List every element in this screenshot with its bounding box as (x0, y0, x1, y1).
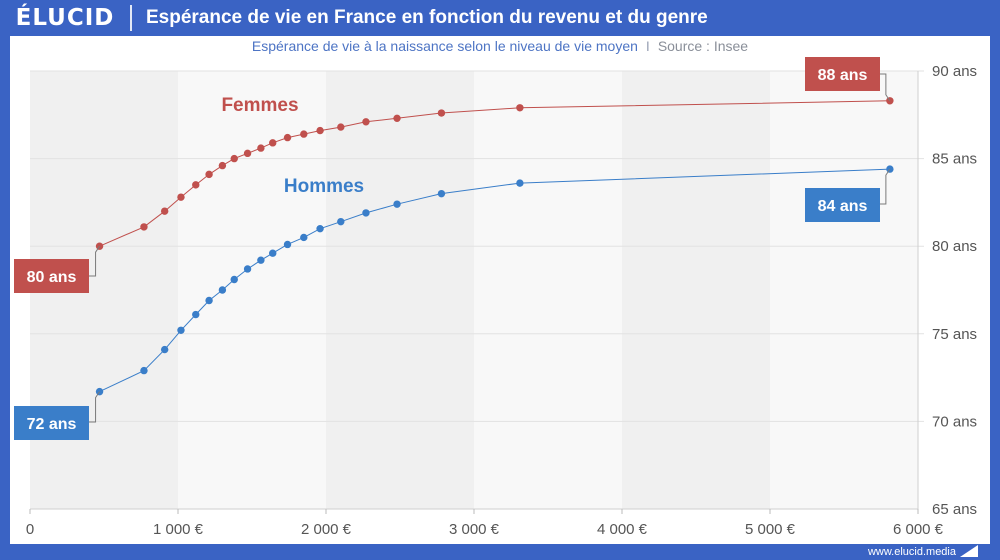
data-point-femmes (393, 114, 401, 123)
data-point-hommes (177, 326, 185, 334)
y-tick-label: 90 ans (932, 63, 977, 80)
data-point-hommes (95, 387, 104, 396)
data-point-hommes (362, 209, 370, 217)
hommes-start-label-connector (89, 391, 100, 423)
x-tick-label: 5 000 € (745, 521, 796, 538)
subtitle-text: Espérance de vie à la naissance selon le… (251, 38, 638, 54)
data-point-hommes (140, 366, 148, 375)
data-point-femmes (140, 223, 148, 231)
y-tick-label: 70 ans (932, 413, 977, 430)
data-point-hommes (437, 189, 446, 198)
plot-band (622, 71, 770, 509)
y-tick-label: 75 ans (932, 326, 977, 343)
data-point-femmes (300, 130, 308, 138)
data-point-femmes (337, 123, 345, 131)
femmes-end-label-text: 88 ans (818, 67, 868, 84)
data-point-hommes (269, 249, 277, 257)
hommes-end-label-connector (880, 168, 891, 205)
hommes-end-label-box (805, 188, 880, 222)
x-tick-label: 6 000 € (893, 521, 944, 538)
footer-url: www.elucid.media (867, 546, 956, 558)
x-tick-label: 1 000 € (153, 521, 204, 538)
logo-divider (130, 5, 132, 31)
y-tick-label: 65 ans (932, 501, 977, 518)
series-label-femmes: Femmes (221, 95, 298, 116)
data-point-hommes (160, 345, 169, 354)
hommes-end-label-text: 84 ans (818, 198, 868, 215)
data-point-femmes (177, 193, 185, 201)
data-point-femmes (516, 104, 524, 112)
hommes-start-label-box (14, 406, 89, 440)
data-point-femmes (283, 133, 292, 142)
data-point-femmes (218, 161, 227, 170)
data-point-femmes (437, 109, 446, 117)
data-point-hommes (393, 200, 401, 208)
hommes-start-label-text: 72 ans (27, 416, 77, 433)
data-point-hommes (516, 179, 524, 187)
data-point-hommes (257, 256, 265, 264)
plot-band (474, 71, 622, 509)
data-point-hommes (192, 310, 200, 319)
data-point-femmes (257, 144, 265, 152)
data-point-femmes (362, 118, 370, 126)
data-point-femmes (192, 181, 200, 189)
femmes-start-label-box (14, 259, 89, 293)
data-point-hommes (243, 265, 252, 273)
y-tick-label: 80 ans (932, 238, 977, 255)
chart-panel: 65 ans 70 ans 75 ans 80 ans 85 ans 90 ans 0 1 … (10, 36, 990, 544)
data-point-hommes (316, 224, 324, 233)
data-point-femmes (269, 139, 277, 147)
series-label-hommes: Hommes (284, 176, 364, 197)
plot-band (326, 71, 474, 509)
plot-band (178, 71, 326, 509)
page-title: Espérance de vie en France en fonction d… (146, 7, 708, 28)
life-expectancy-chart: 65 ans 70 ans 75 ans 80 ans 85 ans 90 ans 0 1 … (14, 57, 977, 538)
data-point-femmes (230, 154, 238, 163)
source-text: Source : Insee (657, 38, 749, 54)
header-bar: ÉLUCID Espérance de vie en France en fon… (0, 0, 1000, 36)
femmes-start-label-text: 80 ans (27, 269, 77, 286)
chart-subtitle: Espérance de vie à la naissance selon le… (10, 36, 990, 56)
x-tick-label: 0 (26, 521, 34, 538)
subtitle-separator: I (645, 38, 650, 54)
data-point-hommes (205, 296, 213, 305)
x-tick-label: 3 000 € (449, 521, 500, 538)
femmes-end-label-connector (880, 73, 891, 102)
elucid-mark-icon (960, 545, 978, 557)
data-point-hommes (230, 275, 238, 284)
x-tick-label: 2 000 € (301, 521, 352, 538)
data-point-femmes (160, 207, 169, 215)
plot-band (770, 71, 918, 509)
data-point-hommes (283, 240, 292, 249)
y-tick-label: 85 ans (932, 151, 977, 168)
data-point-femmes (243, 149, 252, 158)
data-point-hommes (300, 233, 308, 242)
data-point-femmes (316, 126, 324, 135)
femmes-start-label-connector (89, 245, 100, 277)
x-tick-label: 4 000 € (597, 521, 648, 538)
data-point-femmes (205, 170, 213, 179)
femmes-end-label-box (805, 57, 880, 91)
data-point-hommes (337, 217, 345, 226)
elucid-logo: ÉLUCID (15, 5, 115, 31)
data-point-hommes (218, 286, 227, 294)
